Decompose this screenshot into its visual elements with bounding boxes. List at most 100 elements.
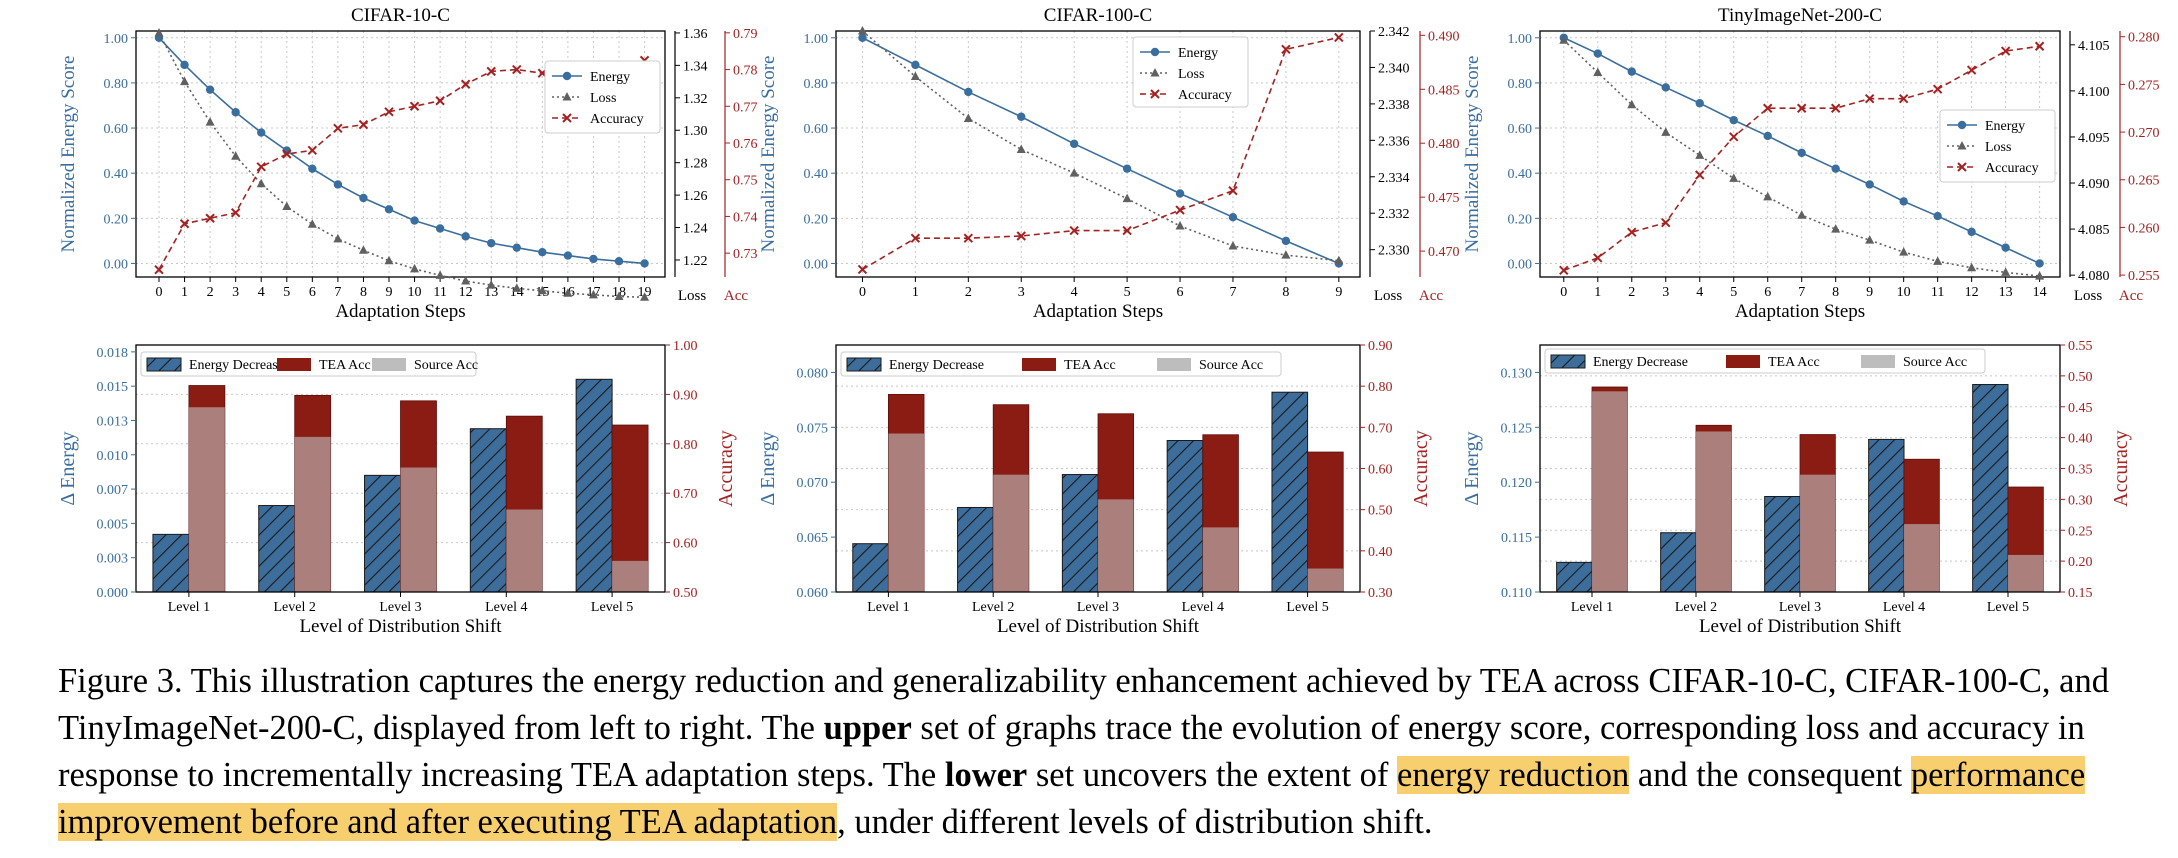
data-point-energy xyxy=(2001,243,2010,252)
x-tick-label: Level 2 xyxy=(1675,600,1717,615)
data-point-loss xyxy=(1933,256,1943,265)
y-right-tick-label: 0.70 xyxy=(673,487,698,502)
data-point-loss xyxy=(1175,220,1185,230)
data-point-energy xyxy=(1967,227,1976,237)
x-tick-label: Level 2 xyxy=(972,600,1014,615)
legend-marker-energy xyxy=(1957,120,1967,130)
x-tick-label: Level 5 xyxy=(591,600,633,615)
loss-tick-label: 4.105 xyxy=(2078,39,2110,54)
bar-energy-decrease xyxy=(258,505,296,593)
series-line-loss xyxy=(861,30,1339,262)
x-tick-label: 6 xyxy=(1764,285,1771,300)
data-point-loss xyxy=(1797,210,1807,219)
y-tick-label: 0.20 xyxy=(1508,212,1533,227)
y-tick-label: 0.070 xyxy=(797,476,829,491)
legend-label: Energy Decrease xyxy=(889,358,984,373)
x-tick-label: 4 xyxy=(258,285,265,300)
y-right-tick-label: 0.25 xyxy=(2068,524,2093,539)
data-point-accuracy xyxy=(1796,103,1807,113)
data-point-accuracy xyxy=(1069,225,1079,236)
data-point-energy xyxy=(461,232,470,241)
y-right-tick-label: 0.30 xyxy=(2068,493,2093,508)
x-tick-label: 0 xyxy=(1560,285,1567,300)
legend-label: Accuracy xyxy=(1178,88,1232,103)
caption-bold-upper: upper xyxy=(823,709,912,747)
line-chart-cifar100-steps: CIFAR-100-C 0 1 2 3 4 5 6 7 8 9 Adaptation Steps 0.0… xyxy=(758,5,1460,322)
data-point-loss xyxy=(1763,191,1773,201)
data-point-energy xyxy=(640,259,649,268)
acc-tick-label: 0.78 xyxy=(733,64,758,79)
y-tick-label: 0.010 xyxy=(97,449,129,464)
y-right-tick-label: 0.80 xyxy=(1368,380,1393,395)
y-axis-label: Δ Energy xyxy=(1461,431,1483,505)
data-point-loss xyxy=(1122,193,1132,203)
data-point-energy xyxy=(512,243,521,252)
x-tick-label: 13 xyxy=(484,285,498,300)
bar-source-acc xyxy=(1098,499,1134,592)
data-point-loss xyxy=(307,219,317,228)
data-point-energy xyxy=(1933,211,1942,221)
legend-marker-energy xyxy=(562,71,572,81)
loss-tick-label: 1.34 xyxy=(683,59,708,74)
x-tick-label: 9 xyxy=(386,285,393,300)
x-axis-label: Level of Distribution Shift xyxy=(997,616,1200,637)
data-point-accuracy xyxy=(1334,32,1344,43)
bar-energy-decrease xyxy=(957,506,994,593)
data-point-energy xyxy=(205,85,215,94)
caption-text-5: , under different levels of distribution… xyxy=(837,803,1433,841)
x-tick-label: 2 xyxy=(207,285,214,300)
y-tick-label: 0.40 xyxy=(1508,167,1533,182)
loss-tick-label: 2.330 xyxy=(1378,244,1410,259)
bar-source-acc xyxy=(1696,431,1732,592)
data-point-accuracy xyxy=(1122,225,1132,236)
data-point-loss xyxy=(640,292,650,301)
data-point-accuracy xyxy=(333,123,343,134)
x-tick-label: 8 xyxy=(1832,285,1839,300)
x-tick-label: 4 xyxy=(1696,285,1703,300)
data-point-loss xyxy=(256,178,266,188)
bar-source-acc xyxy=(2008,554,2044,592)
caption-bold-lower: lower xyxy=(944,756,1028,794)
legend-label: Energy xyxy=(1178,46,1218,61)
loss-tick-label: 4.095 xyxy=(2078,131,2110,146)
chart-title: CIFAR-100-C xyxy=(1044,5,1152,26)
legend-label: Accuracy xyxy=(590,112,644,127)
loss-tick-label: 2.332 xyxy=(1378,207,1410,222)
bar-chart-tiny-levels: Level 1 Level 2 Level 3 Level 4 Level 5 0.110… xyxy=(1461,339,2132,637)
data-point-loss xyxy=(963,113,973,122)
data-point-loss xyxy=(1831,224,1841,233)
data-point-energy xyxy=(1695,99,1704,108)
x-tick-label: 12 xyxy=(459,285,473,300)
x-tick-label: 0 xyxy=(156,285,163,300)
y-right-tick-label: 0.30 xyxy=(1368,586,1393,601)
data-point-accuracy xyxy=(1966,65,1977,75)
data-point-energy xyxy=(257,128,266,137)
x-tick-label: Level 4 xyxy=(485,600,527,615)
bar-source-acc xyxy=(888,433,925,592)
y-tick-label: 0.075 xyxy=(797,421,829,436)
data-point-loss xyxy=(1627,99,1637,109)
acc-tick-label: 0.270 xyxy=(2128,126,2160,141)
x-tick-label: Level 4 xyxy=(1182,600,1224,615)
x-tick-label: 7 xyxy=(1798,285,1805,300)
x-tick-label: Level 3 xyxy=(1779,600,1821,615)
x-tick-label: Level 3 xyxy=(379,600,421,615)
data-point-accuracy xyxy=(1593,253,1603,263)
x-tick-label: 4 xyxy=(1071,285,1078,300)
data-point-energy xyxy=(1763,131,1772,141)
x-tick-label: 3 xyxy=(1662,285,1669,300)
legend-marker-loss xyxy=(1957,141,1967,150)
data-point-loss xyxy=(486,280,496,289)
series-line-loss xyxy=(158,32,645,299)
legend-marker-energy xyxy=(1150,47,1160,57)
bar-energy-decrease xyxy=(469,428,507,593)
acc-tick-label: 0.73 xyxy=(733,247,758,262)
x-axis-label: Adaptation Steps xyxy=(1735,301,1865,322)
data-point-accuracy xyxy=(2034,41,2045,51)
data-point-accuracy xyxy=(910,233,921,243)
data-point-accuracy xyxy=(1559,265,1569,276)
bar-source-acc xyxy=(1800,474,1836,592)
data-point-accuracy xyxy=(205,213,215,223)
legend-swatch xyxy=(1726,355,1760,368)
y-axis-label: Normalized Energy Score xyxy=(758,56,779,253)
